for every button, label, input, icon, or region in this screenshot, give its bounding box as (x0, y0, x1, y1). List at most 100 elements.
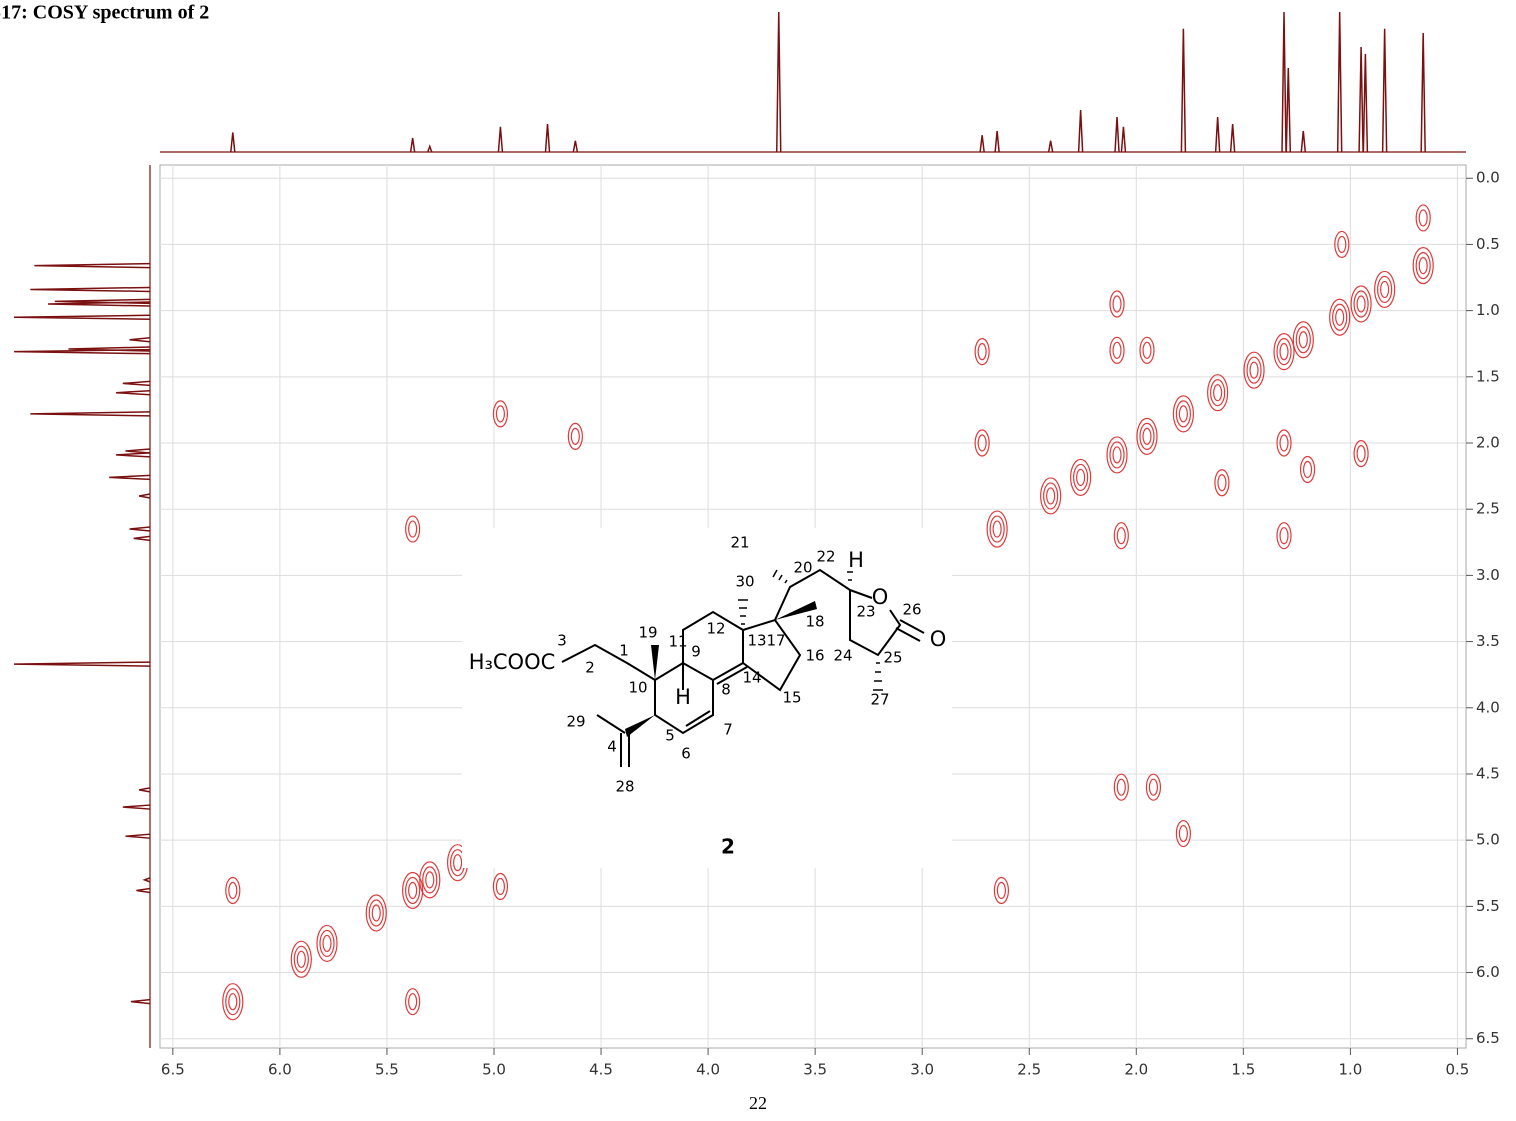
x-tick-label: 3.0 (910, 1061, 934, 1079)
cross-peak (402, 871, 424, 910)
atom-label: 29 (566, 713, 585, 731)
atom-label: 28 (615, 778, 634, 796)
projection-peak (1114, 116, 1120, 153)
contour (1249, 361, 1259, 379)
atom-label: 26 (902, 601, 921, 619)
y-tick-label: 3.0 (1476, 566, 1500, 584)
projection-peak (1420, 32, 1426, 153)
projection-peak (994, 130, 1000, 153)
cross-peak (1207, 374, 1229, 412)
atom-label: 6 (681, 745, 691, 763)
projection-peak (13, 314, 151, 320)
contour (977, 434, 987, 452)
atom-label: 20 (793, 559, 812, 577)
contour (1139, 336, 1155, 364)
cross-peak (1136, 417, 1158, 455)
cross-peak (1113, 522, 1129, 550)
contour (1276, 338, 1292, 366)
projection-peak (115, 389, 151, 396)
contour (1214, 469, 1230, 497)
contour (1175, 819, 1191, 848)
cross-peak (1214, 469, 1230, 497)
cross-peak (986, 510, 1008, 548)
contour (1106, 436, 1128, 474)
wedge (625, 715, 655, 737)
projection-peak (1281, 11, 1287, 153)
projection-peak (138, 493, 151, 499)
contour (567, 422, 583, 450)
cross-peak (1113, 773, 1129, 801)
cross-peak (365, 894, 387, 932)
contour (1172, 395, 1194, 433)
x-tick-label: 4.0 (696, 1061, 720, 1079)
projection-peak (1362, 53, 1369, 153)
projection-peak (1180, 28, 1187, 153)
atom-label: 5 (665, 727, 675, 745)
contour (296, 950, 306, 968)
cross-peak (1276, 429, 1292, 457)
atom-label: 30 (735, 573, 754, 591)
contour (1246, 356, 1262, 384)
atom-label: 11 (668, 633, 687, 651)
projection-peak (109, 474, 151, 481)
projection-peak (13, 661, 151, 667)
y-tick-label: 6.0 (1476, 963, 1500, 981)
cross-peak (405, 515, 421, 543)
contour (1415, 204, 1431, 232)
atom-label: 12 (706, 620, 725, 638)
contour (492, 872, 509, 901)
contour (371, 904, 381, 922)
atom-label: 1 (619, 642, 629, 660)
cross-peak (1243, 351, 1265, 389)
contour (1299, 455, 1316, 484)
contour (405, 876, 421, 905)
atom-label: 22 (816, 548, 835, 566)
atom-label: 17 (766, 632, 785, 650)
contour (1380, 280, 1390, 299)
contour (1207, 374, 1229, 412)
contour (974, 429, 990, 457)
contour (1335, 308, 1345, 326)
contour (1175, 400, 1191, 428)
contour (365, 894, 387, 932)
x-tick-label: 2.0 (1124, 1061, 1148, 1079)
contour (1353, 439, 1369, 468)
atom-label: 8 (721, 681, 731, 699)
x-tick-label: 1.0 (1338, 1061, 1362, 1079)
contour (1374, 270, 1396, 309)
contour (1070, 458, 1092, 497)
projection-peak (544, 123, 551, 153)
contour (1353, 290, 1369, 318)
atom-label: 2 (585, 659, 595, 677)
contour (1334, 230, 1350, 259)
contour (1302, 460, 1313, 479)
projection-peak (34, 262, 151, 269)
contour (225, 988, 241, 1016)
contour (1116, 527, 1126, 545)
cross-peak (1040, 477, 1062, 515)
projection-peak (1300, 130, 1307, 153)
contour (368, 899, 384, 927)
contour (1043, 482, 1059, 510)
cross-peak (1175, 819, 1191, 848)
contour (492, 400, 509, 428)
projection-peak (136, 887, 151, 894)
projection-peak (129, 526, 151, 532)
contour (1109, 290, 1125, 318)
projection-peak (1077, 109, 1084, 153)
contour (1116, 778, 1126, 796)
contour (1145, 773, 1162, 801)
projection-peak (427, 144, 433, 153)
structure-background (462, 528, 952, 868)
x-tick-label: 5.0 (482, 1061, 506, 1079)
cross-peak (1353, 439, 1369, 468)
contour (1112, 341, 1122, 359)
contour (1113, 773, 1129, 801)
contour (570, 427, 580, 445)
contour (1273, 333, 1295, 371)
contour (1350, 285, 1372, 323)
projection-peak (775, 11, 782, 153)
y-tick-label: 1.0 (1476, 301, 1500, 319)
